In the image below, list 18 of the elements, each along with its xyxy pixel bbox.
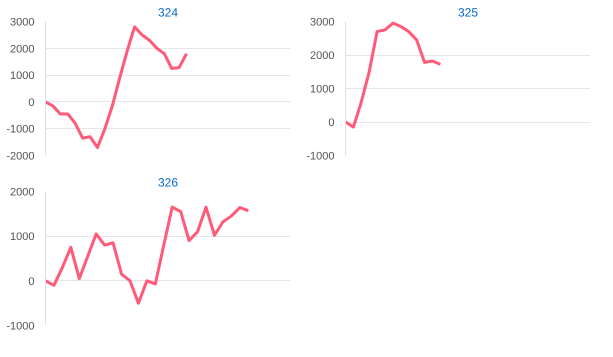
y-tick-label: 0 <box>28 96 35 109</box>
chart-title: 326 <box>158 176 178 190</box>
y-tick-label: 2000 <box>10 43 35 56</box>
y-tick-label: 2000 <box>310 50 335 62</box>
y-tick-label: -1000 <box>306 150 335 162</box>
y-tick-label: -1000 <box>6 320 35 332</box>
y-tick-label: 0 <box>28 276 35 288</box>
y-tick-label: 2000 <box>10 186 35 198</box>
y-tick-label: 1000 <box>10 70 35 82</box>
y-tick-label: -2000 <box>6 150 35 162</box>
chart-title: 325 <box>458 6 478 20</box>
y-tick-label: 3000 <box>310 16 335 28</box>
y-tick-label: 1000 <box>10 231 35 244</box>
chart-title: 324 <box>158 6 178 20</box>
y-tick-label: 3000 <box>10 16 35 28</box>
y-tick-label: 1000 <box>310 84 335 96</box>
y-tick-label: -1000 <box>6 124 35 136</box>
y-tick-label: 0 <box>328 117 335 129</box>
